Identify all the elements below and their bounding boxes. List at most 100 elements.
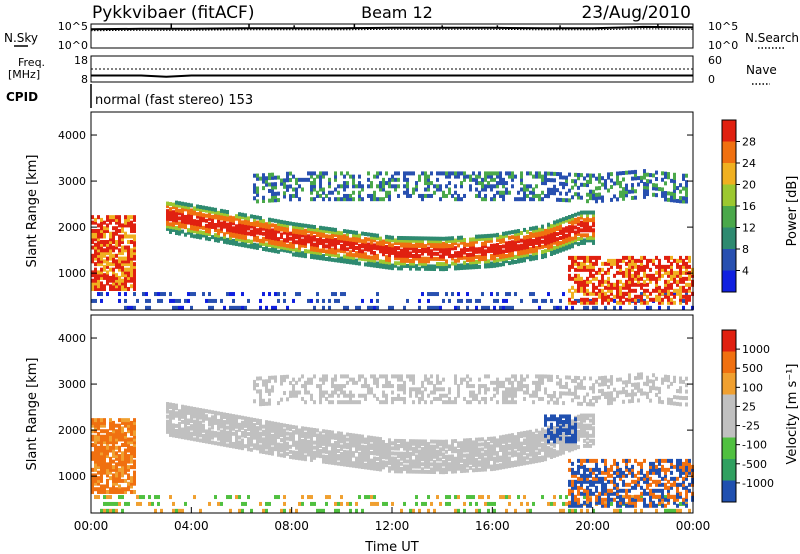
echo-cell <box>331 292 334 297</box>
echo-cell <box>610 172 613 177</box>
echo-cell <box>121 256 124 261</box>
echo-cell <box>100 242 103 247</box>
echo-cell <box>211 219 214 224</box>
echo-cell <box>466 455 469 460</box>
echo-cell <box>274 195 277 200</box>
echo-cell <box>280 181 283 186</box>
echo-cell <box>154 495 157 500</box>
echo-cell <box>376 446 379 451</box>
echo-cell <box>475 508 478 513</box>
echo-cell <box>133 262 136 267</box>
echo-cell <box>523 248 526 253</box>
echo-cell <box>571 305 574 310</box>
echo-cell <box>412 253 415 258</box>
echo-cell <box>133 284 136 289</box>
echo-cell <box>451 446 454 451</box>
echo-cell <box>556 226 559 231</box>
echo-cell <box>208 432 211 437</box>
echo-cell <box>304 426 307 431</box>
echo-cell <box>412 451 415 456</box>
echo-cell <box>118 256 121 261</box>
echo-cell <box>106 245 109 250</box>
echo-cell <box>415 444 418 449</box>
echo-cell <box>382 462 385 467</box>
echo-cell <box>130 484 133 489</box>
echo-cell <box>121 418 124 423</box>
echo-cell <box>259 424 262 429</box>
echo-cell <box>520 177 523 182</box>
echo-cell <box>391 374 394 379</box>
echo-cell <box>412 243 415 248</box>
echo-cell <box>292 435 295 440</box>
echo-cell <box>577 279 580 284</box>
echo-cell <box>304 390 307 395</box>
echo-cell <box>304 454 307 459</box>
echo-cell <box>559 172 562 177</box>
echo-cell <box>271 218 274 223</box>
echo-cell <box>616 258 619 263</box>
echo-cell <box>634 176 637 181</box>
echo-cell <box>352 438 355 443</box>
echo-cell <box>454 258 457 263</box>
echo-cell <box>241 238 244 243</box>
echo-cell <box>280 247 283 252</box>
echo-cell <box>478 390 481 395</box>
echo-cell <box>325 244 328 249</box>
echo-cell <box>337 256 340 261</box>
echo-cell <box>631 186 634 191</box>
echo-cell <box>211 209 214 214</box>
echo-cell <box>400 396 403 401</box>
echo-cell <box>487 462 490 467</box>
echo-cell <box>322 231 325 236</box>
echo-cell <box>259 389 262 394</box>
echo-cell <box>307 495 310 500</box>
echo-cell <box>238 435 241 440</box>
echo-cell <box>121 429 124 434</box>
echo-cell <box>118 275 121 280</box>
echo-cell <box>394 461 397 466</box>
echo-cell <box>118 215 121 220</box>
echo-cell <box>478 181 481 186</box>
echo-cell <box>454 251 457 256</box>
echo-cell <box>121 456 124 461</box>
echo-cell <box>208 427 211 432</box>
echo-cell <box>118 495 121 500</box>
echo-cell <box>361 459 364 464</box>
echo-cell <box>205 226 208 231</box>
echo-cell <box>628 170 631 175</box>
echo-cell <box>325 457 328 462</box>
echo-cell <box>550 249 553 254</box>
echo-cell <box>334 238 337 243</box>
echo-cell <box>274 231 277 236</box>
echo-cell <box>193 412 196 417</box>
echo-cell <box>583 261 586 266</box>
echo-cell <box>337 253 340 258</box>
echo-cell <box>289 381 292 386</box>
echo-cell <box>598 192 601 197</box>
colorbar-segment <box>722 141 736 163</box>
echo-cell <box>373 393 376 398</box>
echo-cell <box>466 445 469 450</box>
echo-cell <box>484 442 487 447</box>
echo-cell <box>325 429 328 434</box>
echo-cell <box>247 444 250 449</box>
echo-cell <box>94 443 97 448</box>
echo-cell <box>484 449 487 454</box>
echo-cell <box>331 190 334 195</box>
echo-cell <box>328 181 331 186</box>
echo-cell <box>484 464 487 469</box>
echo-cell <box>520 231 523 236</box>
echo-cell <box>571 261 574 266</box>
echo-cell <box>295 425 298 430</box>
echo-cell <box>256 199 259 204</box>
echo-cell <box>529 254 532 259</box>
echo-cell <box>382 181 385 186</box>
echo-cell <box>352 235 355 240</box>
echo-cell <box>175 200 178 205</box>
echo-cell <box>91 281 94 286</box>
echo-cell <box>439 396 442 401</box>
echo-cell <box>568 225 571 230</box>
echo-cell <box>499 193 502 198</box>
echo-cell <box>202 408 205 413</box>
echo-cell <box>400 248 403 253</box>
